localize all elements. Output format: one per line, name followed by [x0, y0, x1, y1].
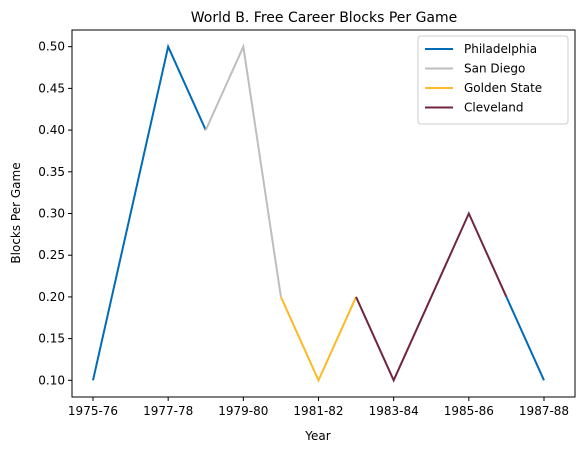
series-line-philadelphia-2 [505, 296, 545, 381]
y-tick-label: 0.45 [38, 81, 65, 95]
series-line-san-diego-1 [204, 43, 282, 298]
legend-label-cleveland: Cleveland [464, 101, 524, 115]
x-tick-label: 1975-76 [68, 404, 118, 418]
y-axis: 0.10 0.15 0.20 0.25 0.30 0.35 0.40 0.45 0.50 [38, 40, 72, 387]
y-tick-label: 0.10 [38, 373, 65, 387]
x-tick-label: 1983-84 [369, 404, 419, 418]
y-tick-label: 0.15 [38, 332, 65, 346]
x-tick-label: 1987-88 [519, 404, 569, 418]
x-axis-label: Year [304, 429, 330, 443]
legend-label-golden-state: Golden State [464, 81, 542, 95]
legend-label-san-diego: San Diego [464, 62, 525, 76]
series-line-golden-state-1 [280, 296, 357, 383]
y-tick-label: 0.40 [38, 123, 65, 137]
plot-lines [92, 43, 545, 383]
chart-title: World B. Free Career Blocks Per Game [191, 10, 458, 26]
series-line-philadelphia-1 [92, 43, 207, 381]
y-axis-label: Blocks Per Game [9, 162, 23, 263]
legend: Philadelphia San Diego Golden State Clevela… [417, 35, 569, 125]
legend-box [417, 35, 569, 125]
y-tick-label: 0.50 [38, 40, 65, 54]
x-tick-label: 1977-78 [143, 404, 193, 418]
y-tick-label: 0.30 [38, 207, 65, 221]
y-tick-label: 0.25 [38, 248, 65, 262]
x-tick-label: 1985-86 [444, 404, 494, 418]
y-tick-label: 0.20 [38, 290, 65, 304]
legend-label-philadelphia: Philadelphia [464, 42, 537, 56]
x-tick-label: 1979-80 [218, 404, 268, 418]
y-tick-label: 0.35 [38, 165, 65, 179]
series-line-cleveland-1 [355, 211, 508, 383]
x-axis: 1975-76 1977-78 1979-80 1981-82 1983-84 1985-… [68, 397, 569, 418]
x-tick-label: 1981-82 [293, 404, 343, 418]
